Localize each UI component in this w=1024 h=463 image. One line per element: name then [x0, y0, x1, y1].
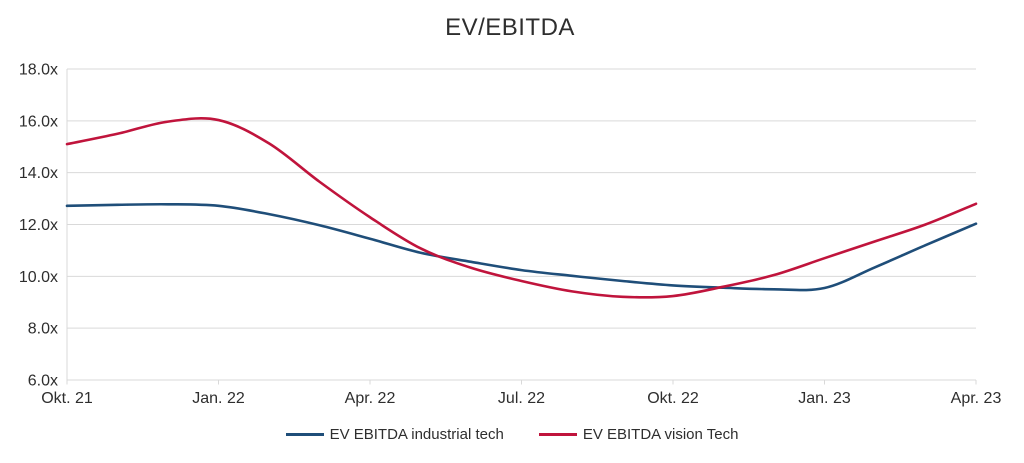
- legend-item-vision-tech: EV EBITDA vision Tech: [538, 426, 739, 443]
- legend-swatch-industrial-tech: [285, 433, 324, 436]
- series-line-vision-tech: [65, 117, 978, 299]
- legend-item-industrial-tech: EV EBITDA industrial tech: [285, 426, 504, 443]
- y-tick-label: 18.0x: [19, 62, 58, 79]
- chart-legend: EV EBITDA industrial tech EV EBITDA visi…: [0, 426, 1024, 443]
- x-tick-label: Apr. 22: [345, 390, 396, 407]
- x-tick-label: Apr. 23: [951, 390, 1002, 407]
- y-tick-label: 8.0x: [28, 321, 58, 338]
- legend-label-vision-tech: EV EBITDA vision Tech: [582, 426, 739, 443]
- legend-label-industrial-tech: EV EBITDA industrial tech: [329, 426, 504, 443]
- y-tick-label: 16.0x: [19, 113, 58, 130]
- y-tick-label: 6.0x: [28, 373, 58, 390]
- y-tick-label: 12.0x: [19, 217, 58, 234]
- x-tick-label: Jan. 23: [798, 390, 851, 407]
- series-line-industrial-tech: [65, 202, 978, 292]
- y-tick-label: 14.0x: [19, 165, 58, 182]
- x-tick-label: Jan. 22: [192, 390, 245, 407]
- chart-title: EV/EBITDA: [445, 14, 575, 41]
- legend-swatch-vision-tech: [538, 433, 577, 436]
- x-tick-label: Jul. 22: [498, 390, 545, 407]
- x-tick-label: Okt. 22: [647, 390, 699, 407]
- x-tick-label: Okt. 21: [41, 390, 93, 407]
- y-tick-label: 10.0x: [19, 269, 58, 286]
